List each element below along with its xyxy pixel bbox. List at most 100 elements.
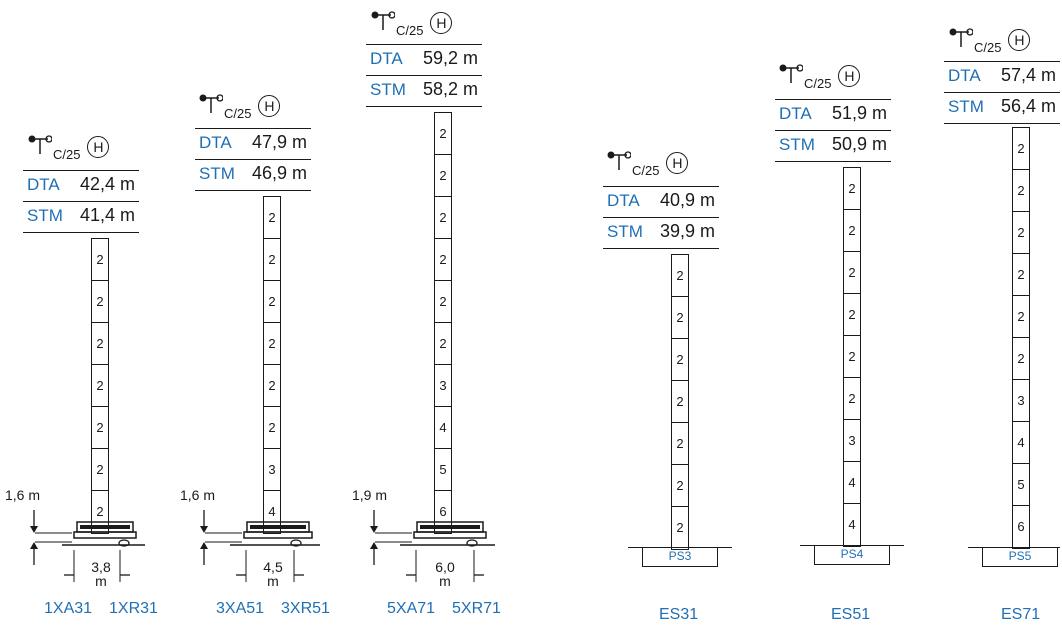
mast-section: 2	[1013, 296, 1029, 338]
dta-value: 40,9 m	[659, 190, 715, 210]
dta-label: DTA	[27, 175, 60, 194]
model-label: 5XA71	[387, 600, 436, 617]
ground-line	[968, 547, 1060, 548]
stm-row: STM 39,9 m	[603, 217, 719, 249]
model-label: ES31	[659, 606, 699, 623]
mast-section: 2	[844, 252, 860, 294]
stm-value: 39,9 m	[659, 221, 715, 241]
dta-value: 57,4 m	[1000, 65, 1056, 85]
model-label: ES71	[1001, 606, 1041, 623]
mast: 2 2 2 2 2 2 2	[671, 254, 689, 550]
dta-label: DTA	[779, 104, 812, 123]
mast-section: 2	[92, 365, 108, 407]
stm-value: 46,9 m	[251, 163, 307, 183]
stm-label: STM	[370, 80, 406, 99]
ground-line	[628, 547, 732, 548]
crane-symbol-icon	[199, 93, 224, 115]
stm-value: 58,2 m	[422, 79, 478, 99]
height-table: DTA 51,9 m STM 50,9 m	[775, 99, 891, 162]
mast-section: 6	[1017, 519, 1025, 534]
stm-label: STM	[607, 222, 643, 241]
dta-value: 51,9 m	[831, 103, 887, 123]
mast: 2 2 2 2 2 2 3 4 5 6	[434, 112, 452, 534]
height-table: DTA 42,4 m STM 41,4 m	[23, 170, 139, 233]
base-width-label: 6,0 m	[430, 560, 460, 588]
mast-section: 4	[844, 462, 860, 504]
mast: 2 2 2 2 2 2 3 4 5 6	[1012, 127, 1030, 549]
mast-section: 2	[1013, 212, 1029, 254]
mast-section: 2	[1013, 170, 1029, 212]
stm-label: STM	[948, 97, 984, 116]
mast-section: 4	[1013, 422, 1029, 464]
model-label: 5XR71	[452, 600, 501, 617]
tower-symbol: C/25 H	[199, 93, 281, 121]
mast-section: 2	[435, 239, 451, 281]
tower-class-label: C/25	[974, 40, 1002, 55]
mast-section: 2	[672, 381, 688, 423]
mast-section: 2	[92, 239, 108, 281]
tower-symbol: C/25 H	[949, 27, 1031, 55]
mast-section: 2	[92, 449, 108, 491]
stm-value: 41,4 m	[79, 205, 135, 225]
stm-row: STM 41,4 m	[23, 201, 139, 233]
mast-section: 2	[264, 197, 280, 239]
dta-row: DTA 51,9 m	[775, 99, 891, 130]
dta-row: DTA 40,9 m	[603, 186, 719, 217]
base-width-unit: m	[95, 573, 107, 589]
mast-section: 2	[844, 210, 860, 252]
mast-section: 2	[92, 323, 108, 365]
stm-label: STM	[27, 206, 63, 225]
mast-section: 2	[844, 336, 860, 378]
tower-class-label: C/25	[224, 106, 252, 121]
h-circle-badge: H	[430, 12, 453, 34]
mast-section: 5	[435, 449, 451, 491]
height-table: DTA 59,2 m STM 58,2 m	[366, 44, 482, 107]
h-circle-badge: H	[258, 95, 281, 117]
dta-value: 42,4 m	[79, 174, 135, 194]
mast-section: 3	[844, 420, 860, 462]
mast-section: 4	[268, 504, 276, 519]
stm-value: 56,4 m	[1000, 96, 1056, 116]
base-width-value: 3,8	[91, 559, 111, 575]
ground-line	[800, 545, 904, 546]
mast-section: 2	[435, 323, 451, 365]
base-width-unit: m	[267, 573, 279, 589]
tower-symbol: C/25 H	[779, 63, 861, 91]
mast-section: 2	[435, 281, 451, 323]
stm-value: 50,9 m	[831, 134, 887, 154]
stm-row: STM 56,4 m	[944, 92, 1060, 124]
model-label: ES51	[831, 606, 871, 623]
mast-section: 2	[672, 423, 688, 465]
model-label: 3XR51	[281, 600, 330, 617]
mast-section: 2	[92, 407, 108, 449]
crane-symbol-icon	[371, 10, 396, 32]
mast-section: 4	[848, 517, 856, 532]
model-label: 3XA51	[216, 600, 265, 617]
model-label: 1XR31	[109, 600, 158, 617]
height-table: DTA 57,4 m STM 56,4 m	[944, 61, 1060, 124]
base-width-label: 4,5 m	[258, 560, 288, 588]
dta-value: 47,9 m	[251, 132, 307, 152]
tower-symbol: C/25 H	[607, 150, 689, 178]
crane-symbol-icon	[779, 63, 804, 85]
base-width-unit: m	[439, 573, 451, 589]
chassis-base	[200, 510, 320, 582]
dta-value: 59,2 m	[422, 48, 478, 68]
mast-section: 2	[435, 155, 451, 197]
h-circle-badge: H	[87, 136, 110, 158]
tower-class-label: C/25	[632, 163, 660, 178]
mast-section: 3	[1013, 380, 1029, 422]
clearance-label: 1,9 m	[352, 487, 388, 503]
mast-section: 2	[672, 465, 688, 507]
tower-symbol: C/25 H	[28, 134, 110, 162]
mast-section: 2	[672, 255, 688, 297]
mast-section: 2	[1013, 254, 1029, 296]
tower-class-label: C/25	[396, 23, 424, 38]
mast-section: 2	[264, 323, 280, 365]
h-circle-badge: H	[666, 152, 689, 174]
mast: 2 2 2 2 2 2 2	[91, 238, 109, 534]
mast-section: 2	[844, 294, 860, 336]
mast-section: 2	[435, 197, 451, 239]
dta-row: DTA 42,4 m	[23, 170, 139, 201]
